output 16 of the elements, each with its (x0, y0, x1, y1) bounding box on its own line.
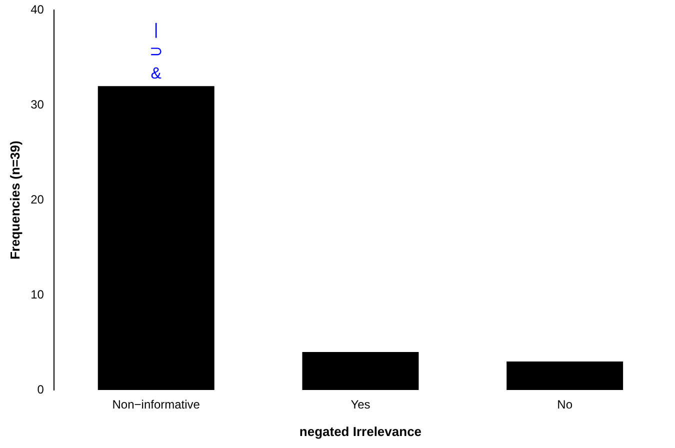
bar (302, 352, 419, 390)
x-tick-label: No (557, 398, 573, 412)
y-tick-label: 20 (30, 192, 44, 206)
y-tick-label: 10 (30, 287, 44, 302)
x-tick-label: Yes (350, 398, 370, 412)
annotation: | (154, 22, 158, 39)
x-axis-title: negated Irrelevance (299, 424, 422, 439)
y-tick-label: 30 (30, 97, 44, 112)
annotation: ⊃ (150, 44, 163, 61)
y-tick-label: 0 (37, 382, 44, 396)
x-tick-label: Non−informative (112, 398, 200, 412)
bar (506, 362, 624, 390)
y-axis-title: Frequencies (n=39) (7, 140, 22, 260)
bar (98, 86, 214, 390)
annotation: & (150, 66, 162, 83)
y-tick-label: 40 (30, 2, 44, 17)
